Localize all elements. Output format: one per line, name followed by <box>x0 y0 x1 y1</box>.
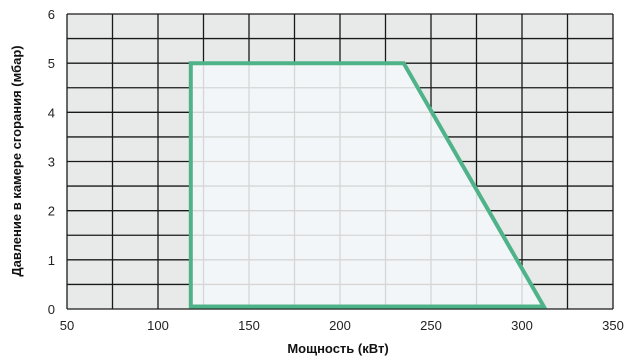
y-tick-label: 3 <box>48 155 55 170</box>
x-tick-label: 200 <box>329 318 351 333</box>
y-tick-label: 5 <box>48 56 55 71</box>
x-tick-label: 50 <box>60 318 74 333</box>
y-axis-title: Давление в камере сгорания (мбар) <box>9 45 24 276</box>
operating-envelope-outline <box>188 61 548 309</box>
operating-envelope <box>190 63 544 307</box>
y-tick-label: 0 <box>48 302 55 317</box>
x-tick-label: 350 <box>602 318 624 333</box>
y-tick-label: 2 <box>48 204 55 219</box>
y-tick-label: 1 <box>48 253 55 268</box>
x-tick-label: 150 <box>238 318 260 333</box>
x-tick-label: 250 <box>420 318 442 333</box>
y-tick-label: 4 <box>48 105 55 120</box>
x-tick-labels: 50 100 150 200 250 300 350 <box>60 318 624 333</box>
x-axis-title: Мощность (кВт) <box>287 341 388 356</box>
x-tick-label: 100 <box>147 318 169 333</box>
y-tick-labels: 0 1 2 3 4 5 6 <box>48 7 55 317</box>
y-tick-label: 6 <box>48 7 55 22</box>
x-tick-label: 300 <box>511 318 533 333</box>
